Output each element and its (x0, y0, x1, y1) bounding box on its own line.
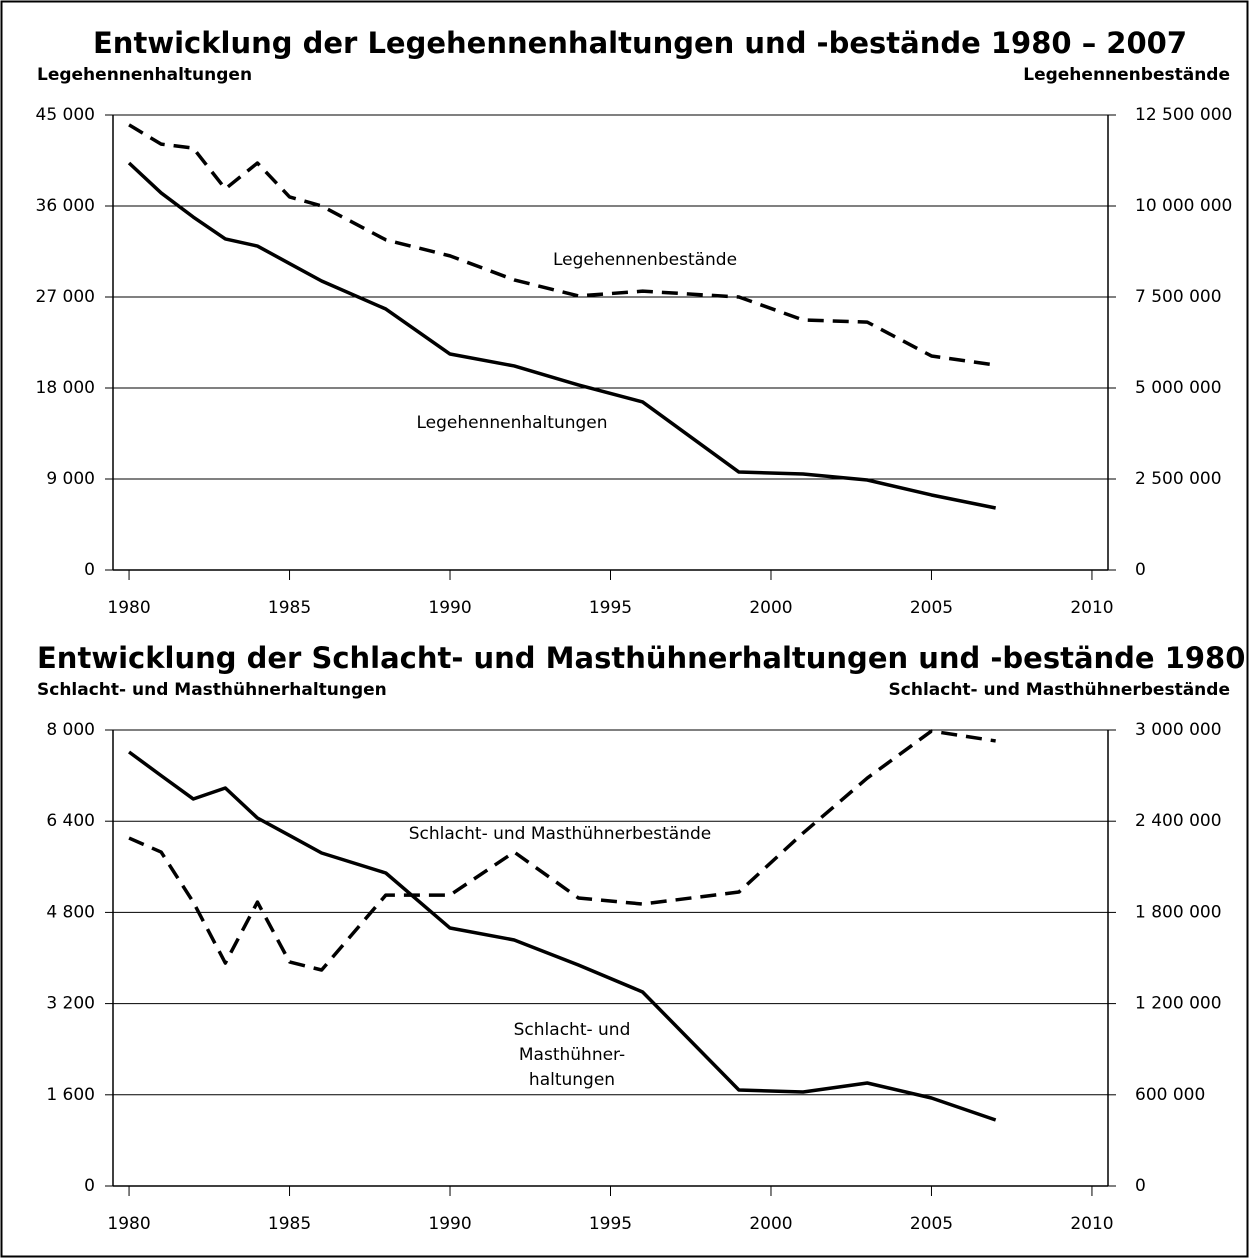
y2-tick-label: 0 (1135, 1176, 1146, 1196)
y-tick-label: 0 (84, 560, 95, 580)
y2-axis-label: Legehennenbestände (1023, 65, 1230, 85)
x-tick-label: 1985 (268, 1214, 311, 1234)
y2-tick-label: 0 (1135, 560, 1146, 580)
y-tick-label: 8 000 (46, 720, 95, 740)
x-tick-label: 1980 (107, 1214, 150, 1234)
series-line (128, 729, 996, 972)
y2-tick-label: 12 500 000 (1135, 105, 1232, 125)
annotation: Schlacht- und Masthühnerbestände (409, 824, 712, 844)
series-line (128, 750, 997, 1122)
y-tick-label: 45 000 (36, 105, 95, 125)
y2-tick-label: 5 000 000 (1135, 378, 1222, 398)
series-line (128, 123, 996, 367)
y2-tick-label: 1 200 000 (1135, 994, 1222, 1014)
x-tick-label: 1985 (268, 598, 311, 618)
y-tick-label: 3 200 (46, 994, 95, 1014)
y-axis-label: Schlacht- und Masthühnerhaltungen (37, 680, 387, 700)
x-tick-label: 2010 (1070, 1214, 1113, 1234)
annotation: Schlacht- und (514, 1020, 631, 1040)
x-tick-label: 1995 (589, 1214, 632, 1234)
x-tick-label: 2010 (1070, 598, 1113, 618)
y-tick-label: 27 000 (36, 287, 95, 307)
annotation: Legehennenbestände (553, 250, 737, 270)
y-tick-label: 36 000 (36, 196, 95, 216)
y2-tick-label: 1 800 000 (1135, 902, 1222, 922)
y2-tick-label: 10 000 000 (1135, 196, 1232, 216)
x-tick-label: 2000 (749, 598, 792, 618)
x-tick-label: 2005 (910, 598, 953, 618)
y-tick-label: 1 600 (46, 1085, 95, 1105)
y-tick-label: 0 (84, 1176, 95, 1196)
y-axis-label: Legehennenhaltungen (37, 65, 252, 85)
y2-tick-label: 7 500 000 (1135, 287, 1222, 307)
y-tick-label: 4 800 (46, 902, 95, 922)
x-tick-label: 2005 (910, 1214, 953, 1234)
annotation: Legehennenhaltungen (416, 413, 607, 433)
x-tick-label: 1995 (589, 598, 632, 618)
y2-tick-label: 2 400 000 (1135, 811, 1222, 831)
y-tick-label: 6 400 (46, 811, 95, 831)
y2-axis-label: Schlacht- und Masthühnerbestände (889, 680, 1230, 700)
y-tick-label: 9 000 (46, 469, 95, 489)
y2-tick-label: 3 000 000 (1135, 720, 1222, 740)
y2-tick-label: 2 500 000 (1135, 469, 1222, 489)
y-tick-label: 18 000 (36, 378, 95, 398)
annotation: Masthühner- (519, 1045, 625, 1065)
annotation: haltungen (529, 1070, 615, 1090)
y2-tick-label: 600 000 (1135, 1085, 1205, 1105)
series-line (127, 161, 997, 510)
chart-title: Entwicklung der Legehennenhaltungen und … (93, 26, 1187, 60)
x-tick-label: 1990 (428, 598, 471, 618)
chart-title: Entwicklung der Schlacht- und Masthühner… (37, 641, 1249, 675)
x-tick-label: 1980 (107, 598, 150, 618)
x-tick-label: 2000 (749, 1214, 792, 1234)
x-tick-label: 1990 (428, 1214, 471, 1234)
